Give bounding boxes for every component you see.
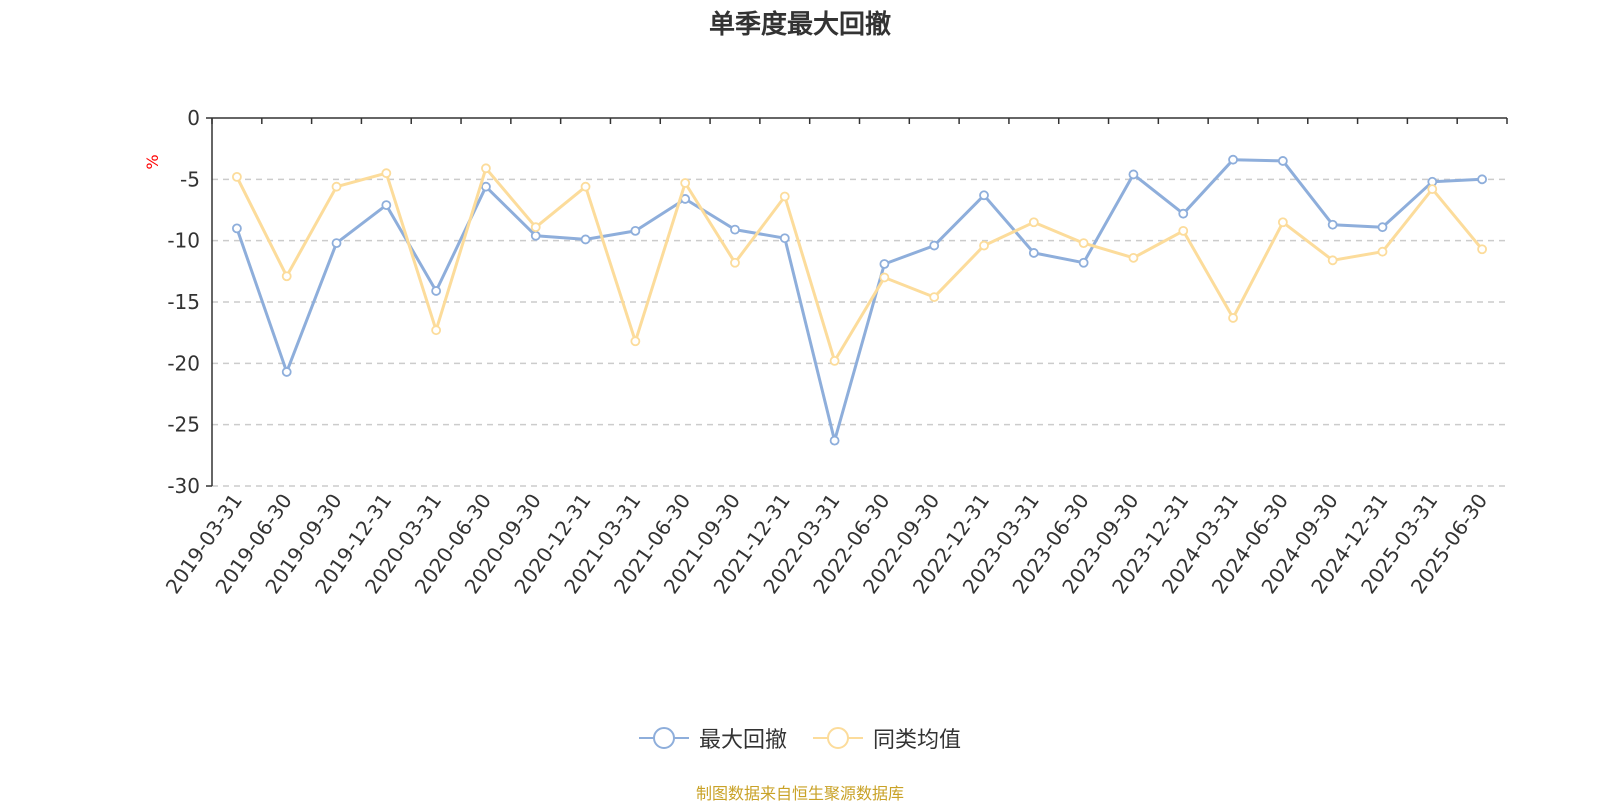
data-point (281, 271, 292, 282)
legend-item-drawdown[interactable]: 最大回撤 (638, 722, 787, 754)
y-tick-label: -20 (167, 351, 200, 375)
data-point (1228, 154, 1238, 165)
data-point (1078, 257, 1089, 268)
series-line-0 (235, 158, 1483, 443)
data-point (331, 238, 342, 249)
data-point (1477, 244, 1487, 255)
data-point (232, 171, 242, 182)
data-point (381, 200, 392, 210)
line-chart: 0-5-10-15-20-25-302019-03-312019-06-3020… (143, 106, 1508, 598)
data-point (1178, 208, 1189, 219)
data-point (1327, 255, 1338, 266)
y-tick-label: -30 (167, 474, 200, 498)
data-point (1078, 238, 1089, 249)
data-point (730, 257, 740, 268)
data-point (530, 230, 541, 241)
source-note: 制图数据来自恒生聚源数据库 (695, 784, 904, 803)
data-point (979, 190, 989, 201)
data-point (929, 292, 940, 302)
y-tick-label: -15 (167, 290, 200, 314)
data-point (481, 181, 491, 192)
data-point (879, 259, 890, 269)
data-point (281, 367, 292, 377)
data-point (1427, 184, 1438, 195)
data-point (779, 233, 790, 244)
data-point (1028, 248, 1039, 258)
data-point (331, 181, 342, 192)
data-point (580, 234, 591, 245)
legend-swatch-peer-average (813, 727, 863, 749)
data-point (879, 272, 890, 283)
data-point (381, 168, 392, 179)
legend: 最大回撤 同类均值 (0, 722, 1600, 754)
data-point (680, 178, 691, 188)
data-point (530, 222, 541, 233)
data-point (1377, 246, 1388, 257)
data-point (1228, 313, 1238, 323)
y-axis-label: % (143, 154, 162, 169)
data-point (630, 225, 641, 236)
legend-swatch-drawdown (638, 727, 689, 749)
data-point (1277, 156, 1288, 166)
series-line-1 (235, 166, 1484, 363)
data-point (1128, 169, 1139, 180)
data-point (481, 163, 491, 174)
data-point (929, 240, 940, 251)
data-point (829, 355, 840, 366)
data-point (232, 223, 242, 234)
y-tick-label: -25 (167, 413, 200, 437)
data-point (779, 191, 790, 202)
data-point (1277, 217, 1288, 228)
chart-title: 单季度最大回撤 (708, 10, 891, 40)
y-tick-label: 0 (187, 106, 200, 130)
legend-item-peer-average[interactable]: 同类均值 (813, 722, 961, 754)
data-point (431, 286, 442, 296)
data-point (979, 240, 989, 251)
series-layer (232, 154, 1487, 446)
data-point (730, 224, 740, 235)
data-point (1178, 225, 1189, 236)
data-point (1477, 174, 1487, 185)
data-point (1028, 217, 1039, 228)
data-point (580, 181, 591, 192)
data-point (431, 325, 442, 336)
data-point (829, 435, 840, 446)
legend-label-drawdown: 最大回撤 (698, 728, 787, 753)
y-tick-label: -5 (180, 167, 200, 191)
data-point (1377, 222, 1388, 233)
data-point (1128, 252, 1139, 263)
grid-lines (212, 178, 1507, 487)
data-point (630, 336, 641, 347)
legend-label-peer-average: 同类均值 (873, 728, 962, 753)
data-point (1327, 219, 1338, 230)
y-tick-label: -10 (167, 229, 200, 253)
